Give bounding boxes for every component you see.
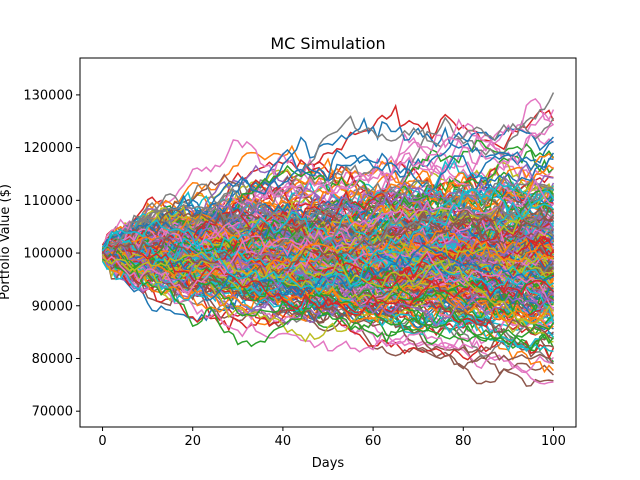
y-tick-label: 90000 bbox=[32, 299, 73, 314]
simulation-line bbox=[101, 116, 554, 254]
simulation-line bbox=[102, 185, 554, 264]
x-tick-label: 60 bbox=[365, 434, 382, 449]
simulation-line bbox=[102, 223, 554, 278]
simulation-line bbox=[102, 240, 554, 328]
simulation-line bbox=[102, 236, 555, 324]
x-tick-label: 80 bbox=[455, 434, 472, 449]
simulation-line bbox=[101, 234, 554, 312]
y-tick-label: 70000 bbox=[32, 405, 73, 420]
x-axis: 0 20 40 60 80 100 bbox=[98, 427, 566, 449]
simulation-line bbox=[102, 259, 554, 387]
simulation-line bbox=[102, 204, 555, 258]
simulation-line bbox=[102, 178, 554, 295]
simulation-line bbox=[101, 240, 554, 316]
simulation-line bbox=[102, 194, 554, 252]
simulation-line bbox=[102, 246, 555, 348]
simulation-line bbox=[101, 214, 554, 316]
y-tick-label: 100000 bbox=[23, 247, 73, 262]
y-tick-label: 110000 bbox=[23, 194, 73, 209]
y-axis: 70000 80000 90000 100000 110000 120000 130000 bbox=[23, 88, 80, 420]
y-tick-label: 130000 bbox=[23, 88, 73, 103]
y-tick-label: 80000 bbox=[32, 352, 73, 367]
x-axis-label: Days bbox=[312, 456, 345, 471]
x-tick-label: 100 bbox=[541, 434, 566, 449]
plot-frame bbox=[79, 57, 577, 428]
y-axis-label: Portfolio Value ($) bbox=[0, 184, 13, 300]
simulation-line bbox=[101, 205, 555, 280]
x-tick-label: 40 bbox=[275, 434, 292, 449]
x-tick-label: 20 bbox=[184, 434, 201, 449]
simulation-line bbox=[101, 187, 554, 296]
simulation-line bbox=[101, 249, 555, 325]
y-tick-label: 120000 bbox=[23, 141, 73, 156]
simulation-series bbox=[101, 92, 555, 387]
simulation-line bbox=[102, 198, 554, 282]
simulation-line bbox=[102, 92, 555, 255]
x-tick-label: 0 bbox=[98, 434, 106, 449]
chart-title: MC Simulation bbox=[270, 34, 385, 53]
simulation-line bbox=[101, 195, 555, 261]
simulation-line bbox=[101, 228, 554, 302]
